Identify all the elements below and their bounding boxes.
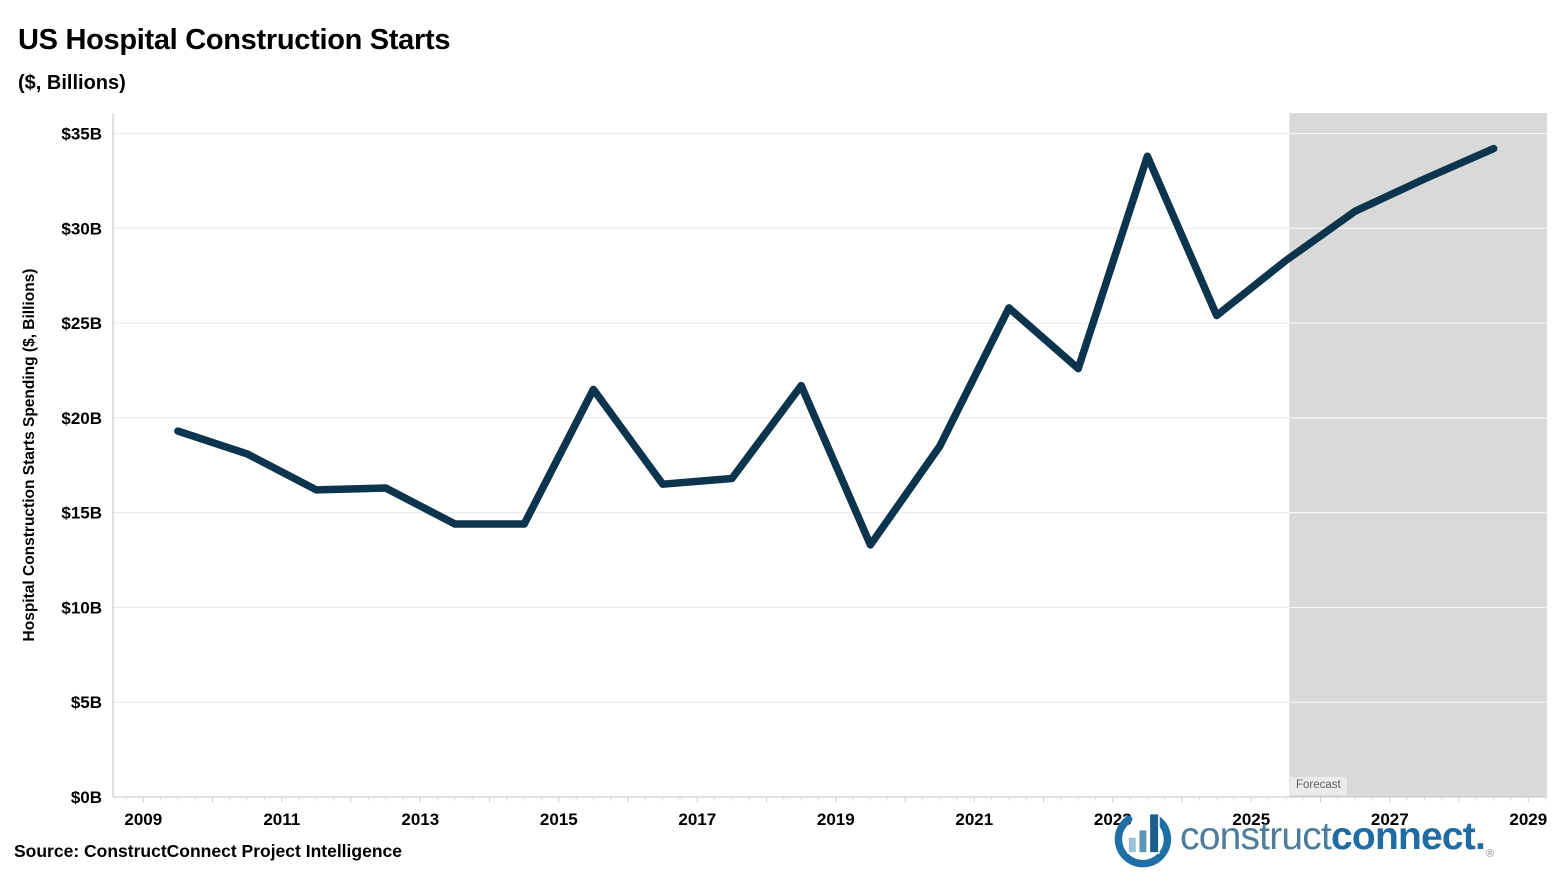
page-subtitle: ($, Billions) [18, 72, 126, 94]
logo-text-construct: construct [1180, 815, 1332, 858]
registered-trademark-icon: ® [1486, 848, 1494, 860]
x-tick-label: 2029 [1509, 810, 1547, 829]
forecast-region-label: Forecast [1290, 777, 1347, 795]
x-tick-label: 2027 [1371, 810, 1409, 829]
y-tick-label: $5B [71, 693, 102, 712]
logo-text-connect: connect. [1331, 815, 1486, 858]
forecast-band [1289, 113, 1547, 797]
y-axis-title: Hospital Construction Starts Spending ($… [21, 269, 38, 642]
hospital-starts-series-line [174, 144, 1498, 549]
y-tick-label: $15B [61, 504, 102, 523]
y-tick-label: $20B [61, 409, 102, 428]
x-tick-label: 2025 [1232, 810, 1270, 829]
source-note: Source: ConstructConnect Project Intelli… [14, 841, 402, 861]
constructconnect-logo-icon [1114, 810, 1172, 868]
y-tick-label: $35B [61, 124, 102, 143]
x-tick-label: 2021 [955, 810, 993, 829]
x-tick-label: 2017 [678, 810, 716, 829]
x-tick-label: 2019 [817, 810, 855, 829]
constructconnect-logo: constructconnect.® [1112, 804, 1494, 879]
y-tick-label: $25B [61, 314, 102, 333]
x-tick-label: 2013 [401, 810, 439, 829]
page-title: US Hospital Construction Starts [18, 24, 451, 56]
x-tick-label: 2011 [263, 810, 300, 829]
x-tick-label: 2009 [124, 810, 162, 829]
y-tick-label: $10B [61, 598, 102, 617]
y-tick-label: $0B [71, 788, 102, 807]
x-tick-label: 2015 [540, 810, 578, 829]
y-tick-label: $30B [61, 219, 102, 238]
constructconnect-logo-text: constructconnect.® [1180, 804, 1494, 879]
